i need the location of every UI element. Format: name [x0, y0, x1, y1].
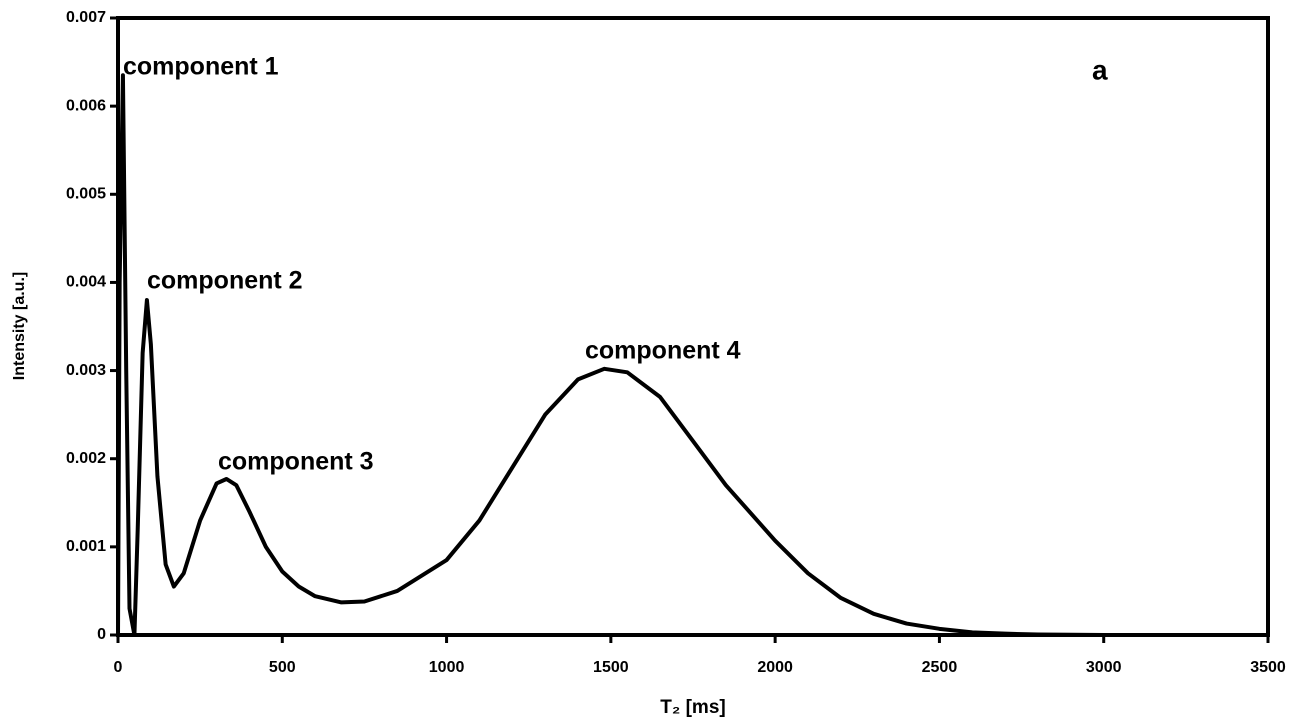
plot-frame: [116, 16, 1270, 637]
y-tick-label: 0.004: [66, 274, 106, 291]
y-tick-label: 0: [97, 626, 106, 643]
annotation: component 4: [585, 337, 741, 365]
x-tick-label: 2000: [757, 659, 793, 676]
y-axis-label: Intensity [a.u.]: [11, 272, 28, 380]
y-tick-label: 0.002: [66, 450, 106, 467]
y-tick-label: 0.006: [66, 97, 106, 114]
annotation: component 3: [218, 448, 374, 476]
x-tick-label: 1000: [429, 659, 465, 676]
y-tick-label: 0.007: [66, 9, 106, 26]
x-tick-label: 3000: [1086, 659, 1122, 676]
y-tick-label: 0.003: [66, 362, 106, 379]
x-tick-label: 2500: [922, 659, 958, 676]
y-tick-label: 0.001: [66, 538, 106, 555]
x-tick-label: 1500: [593, 659, 629, 676]
annotation: component 1: [123, 53, 279, 81]
annotation: a: [1092, 54, 1108, 85]
x-tick-label: 3500: [1250, 659, 1286, 676]
data-line: [116, 73, 1104, 637]
annotation: component 2: [147, 267, 303, 295]
x-axis-label: T₂ [ms]: [660, 697, 725, 718]
y-tick-label: 0.005: [66, 186, 106, 203]
x-tick-label: 500: [269, 659, 296, 676]
x-tick-label: 0: [114, 659, 123, 676]
